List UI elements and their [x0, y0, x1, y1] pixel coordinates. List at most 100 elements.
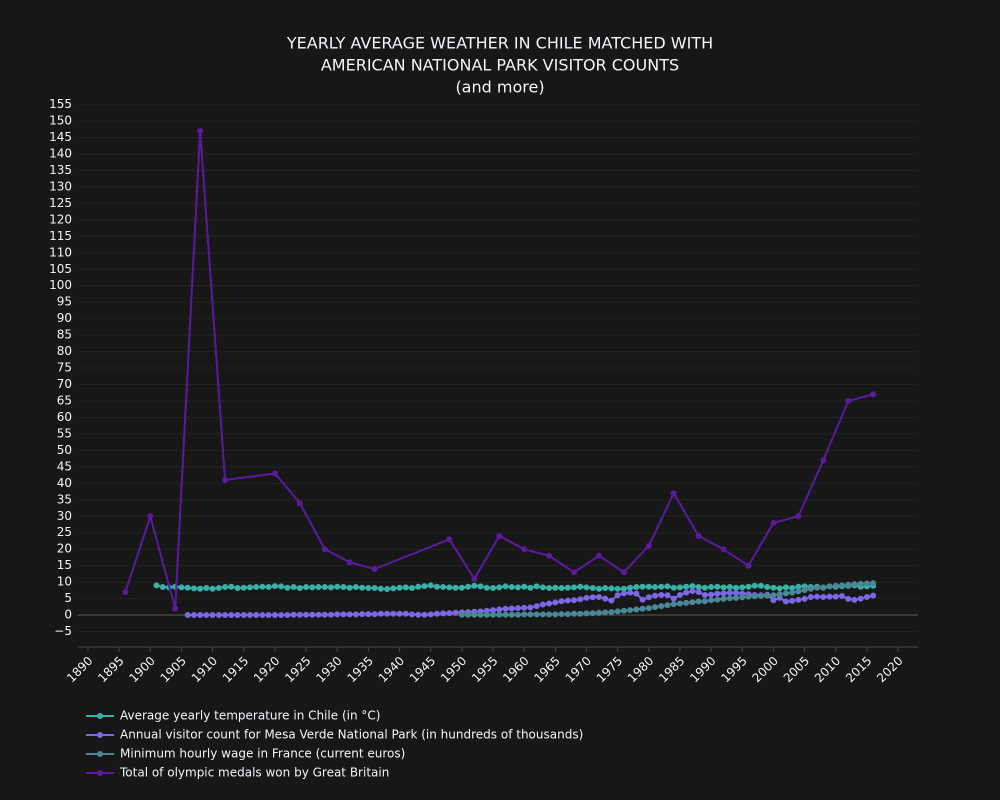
point: [359, 584, 366, 591]
point: [826, 583, 833, 590]
point: [222, 584, 229, 591]
point: [789, 585, 796, 592]
point: [446, 584, 453, 591]
point: [271, 612, 278, 619]
point: [246, 584, 253, 591]
point: [265, 584, 272, 591]
point: [203, 612, 210, 619]
legend-label: Minimum hourly wage in France (current e…: [120, 747, 405, 761]
point: [377, 585, 384, 592]
point: [228, 583, 235, 590]
point: [390, 610, 397, 617]
point: [309, 584, 316, 591]
point: [259, 583, 266, 590]
point: [558, 585, 565, 592]
point: [514, 605, 521, 612]
point: [814, 584, 821, 591]
point: [527, 584, 534, 591]
point: [733, 594, 740, 601]
point: [571, 610, 578, 617]
point: [757, 582, 764, 589]
point: [720, 595, 727, 602]
point: [751, 593, 758, 600]
point: [689, 599, 696, 606]
point: [695, 584, 702, 591]
y-tick-label: 80: [57, 344, 72, 358]
point: [645, 542, 652, 549]
point: [857, 595, 864, 602]
legend-label: Total of olympic medals won by Great Bri…: [119, 766, 389, 780]
point: [614, 608, 621, 615]
series: [458, 580, 877, 618]
point: [334, 611, 341, 618]
point: [546, 552, 553, 559]
point: [184, 612, 191, 619]
point: [620, 590, 627, 597]
point: [664, 583, 671, 590]
point: [514, 611, 521, 618]
point: [546, 600, 553, 607]
point: [739, 594, 746, 601]
point: [427, 582, 434, 589]
point: [290, 584, 297, 591]
point: [814, 593, 821, 600]
point: [340, 611, 347, 618]
point: [845, 581, 852, 588]
point: [446, 536, 453, 543]
point: [658, 603, 665, 610]
y-tick-label: 95: [57, 295, 72, 309]
point: [726, 595, 733, 602]
point: [514, 584, 521, 591]
point: [627, 584, 634, 591]
point: [820, 584, 827, 591]
point: [870, 592, 877, 599]
point: [664, 592, 671, 599]
point: [764, 584, 771, 591]
point: [396, 584, 403, 591]
y-tick-label: 20: [57, 542, 72, 556]
point: [851, 596, 858, 603]
point: [782, 590, 789, 597]
point: [564, 611, 571, 618]
point: [558, 611, 565, 618]
point: [371, 611, 378, 618]
y-tick-label: 75: [57, 361, 72, 375]
point: [483, 611, 490, 618]
point: [608, 609, 615, 616]
point: [296, 585, 303, 592]
point: [496, 533, 503, 540]
point: [764, 592, 771, 599]
point: [608, 585, 615, 592]
point: [415, 611, 422, 618]
point: [433, 583, 440, 590]
point: [521, 546, 528, 553]
point: [346, 611, 353, 618]
point: [633, 606, 640, 613]
point: [751, 582, 758, 589]
point: [452, 584, 459, 591]
point: [496, 584, 503, 591]
point: [589, 594, 596, 601]
y-tick-label: 45: [57, 459, 72, 473]
point: [215, 585, 222, 592]
point: [558, 598, 565, 605]
line: [124, 130, 874, 609]
point: [683, 599, 690, 606]
point: [508, 584, 515, 591]
point: [222, 612, 229, 619]
point: [346, 584, 353, 591]
point: [365, 611, 372, 618]
point: [639, 596, 646, 603]
point: [708, 584, 715, 591]
point: [533, 611, 540, 618]
point: [352, 611, 359, 618]
point: [502, 605, 509, 612]
point: [689, 583, 696, 590]
point: [296, 611, 303, 618]
y-tick-label: 125: [49, 196, 72, 210]
point: [870, 391, 877, 398]
point: [390, 585, 397, 592]
point: [726, 584, 733, 591]
point: [234, 612, 241, 619]
